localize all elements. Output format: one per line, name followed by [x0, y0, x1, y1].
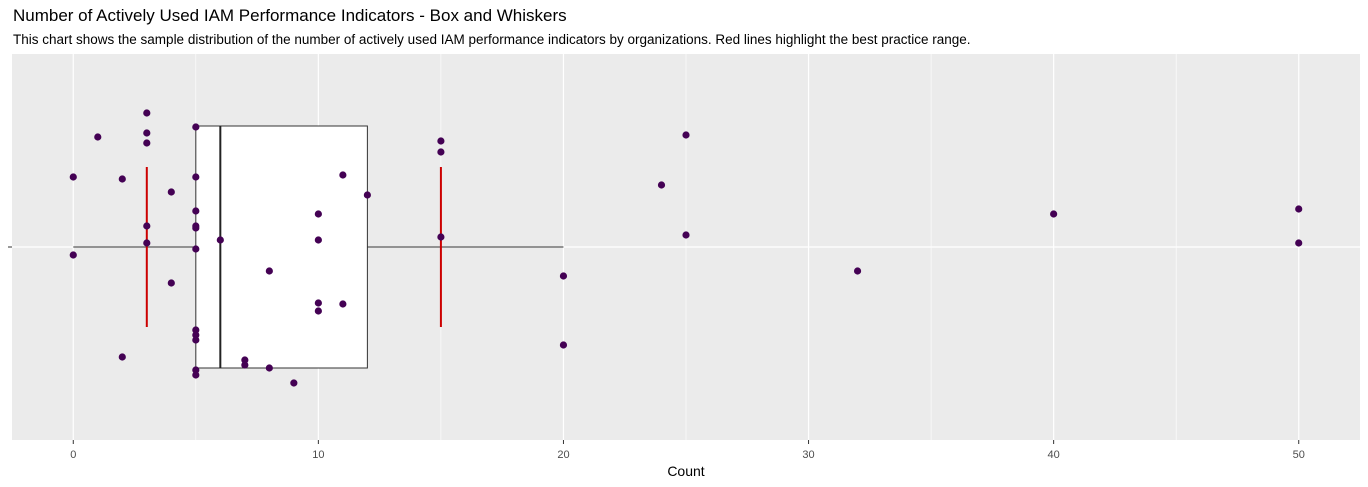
x-tick-label: 50	[1293, 449, 1305, 461]
data-point	[314, 210, 322, 218]
data-points	[69, 109, 1303, 387]
data-point	[167, 279, 175, 287]
data-point	[559, 341, 568, 349]
data-point	[143, 109, 151, 117]
data-point	[314, 307, 322, 315]
data-point	[853, 267, 862, 275]
data-point	[192, 371, 200, 379]
x-tick-label: 10	[312, 449, 324, 461]
iqr-box	[195, 125, 368, 369]
data-point	[192, 331, 200, 339]
x-axis: 0 10 20 30 40 50	[8, 246, 1305, 461]
x-tick-label: 30	[802, 449, 814, 461]
data-point	[437, 233, 445, 241]
data-point	[363, 191, 371, 199]
data-point	[682, 231, 690, 239]
data-point	[167, 188, 175, 196]
x-tick-label: 40	[1048, 449, 1060, 461]
data-point	[1295, 239, 1303, 247]
data-point	[216, 236, 224, 244]
x-axis-label: Count	[667, 463, 705, 479]
data-point	[290, 379, 298, 387]
data-point	[192, 326, 200, 334]
data-point	[192, 366, 200, 374]
data-point	[265, 364, 273, 372]
data-point	[192, 173, 200, 181]
data-point	[143, 222, 151, 230]
data-point	[192, 224, 200, 232]
data-point	[192, 123, 200, 131]
box-and-whiskers	[73, 125, 564, 369]
data-point	[437, 137, 445, 145]
data-point	[241, 356, 249, 364]
data-point	[143, 139, 151, 147]
data-point	[314, 299, 322, 307]
data-point	[657, 181, 666, 189]
chart-title: Number of Actively Used IAM Performance …	[13, 6, 567, 25]
data-point	[559, 272, 568, 280]
data-point	[1050, 210, 1058, 218]
data-point	[192, 207, 200, 215]
data-point	[437, 148, 445, 156]
data-point	[143, 239, 151, 247]
data-point	[241, 361, 249, 369]
data-point	[69, 173, 77, 181]
best-practice-lines	[145, 167, 442, 327]
data-point	[339, 171, 347, 179]
x-tick-label: 20	[557, 449, 569, 461]
data-point	[314, 236, 322, 244]
data-point	[682, 131, 690, 139]
data-point	[143, 129, 151, 137]
data-point	[118, 353, 126, 361]
data-point	[118, 175, 126, 183]
data-point	[69, 251, 77, 259]
x-tick-label: 0	[70, 449, 76, 461]
data-point	[94, 133, 102, 141]
data-point	[1295, 205, 1303, 213]
data-point	[192, 336, 200, 344]
data-point	[265, 267, 273, 275]
data-point	[339, 300, 347, 308]
data-point	[192, 245, 200, 253]
chart-subtitle: This chart shows the sample distribution…	[13, 32, 971, 47]
